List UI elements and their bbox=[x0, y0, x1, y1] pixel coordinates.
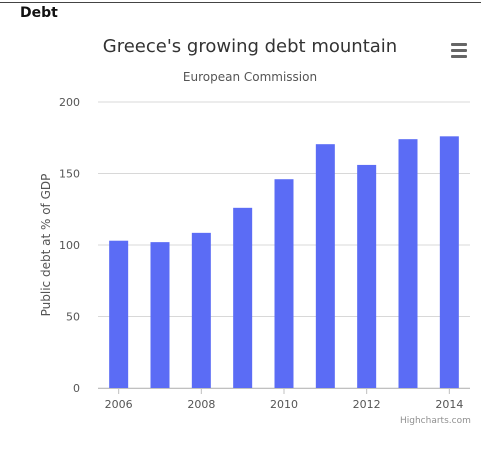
x-tick-label: 2012 bbox=[353, 398, 381, 411]
top-divider bbox=[0, 2, 481, 3]
bar-2014[interactable] bbox=[439, 136, 459, 388]
y-tick-label: 200 bbox=[59, 96, 80, 109]
y-axis-title: Public debt at % of GDP bbox=[39, 174, 53, 317]
x-tick-label: 2006 bbox=[105, 398, 133, 411]
bar-2009[interactable] bbox=[233, 207, 253, 388]
credits-link[interactable]: Highcharts.com bbox=[400, 416, 471, 426]
bar-2010[interactable] bbox=[274, 179, 294, 388]
hamburger-menu-icon-bar bbox=[451, 49, 467, 52]
bar-2011[interactable] bbox=[315, 144, 335, 388]
chart-menu-button[interactable] bbox=[446, 40, 472, 62]
x-tick-label: 2010 bbox=[270, 398, 298, 411]
hamburger-menu-icon-bar bbox=[451, 55, 467, 58]
chart-subtitle: European Commission bbox=[182, 70, 318, 84]
x-tick-label: 2014 bbox=[435, 398, 463, 411]
bar-series bbox=[109, 136, 459, 388]
bar-2013[interactable] bbox=[398, 139, 418, 388]
section-heading: Debt bbox=[20, 5, 58, 21]
axes: 0 50 100 150 200 2006 2008 2010 2012 2014 bbox=[59, 96, 470, 411]
hamburger-menu-icon bbox=[451, 43, 467, 46]
x-tick-label: 2008 bbox=[187, 398, 215, 411]
y-tick-label: 150 bbox=[59, 168, 80, 181]
y-tick-label: 0 bbox=[73, 382, 80, 395]
y-tick-label: 100 bbox=[59, 239, 80, 252]
bar-2008[interactable] bbox=[191, 232, 211, 388]
bar-2006[interactable] bbox=[109, 240, 129, 388]
chart-title: Greece's growing debt mountain bbox=[102, 36, 398, 57]
bar-2012[interactable] bbox=[357, 164, 377, 388]
y-tick-label: 50 bbox=[66, 311, 80, 324]
bar-2007[interactable] bbox=[150, 242, 170, 388]
